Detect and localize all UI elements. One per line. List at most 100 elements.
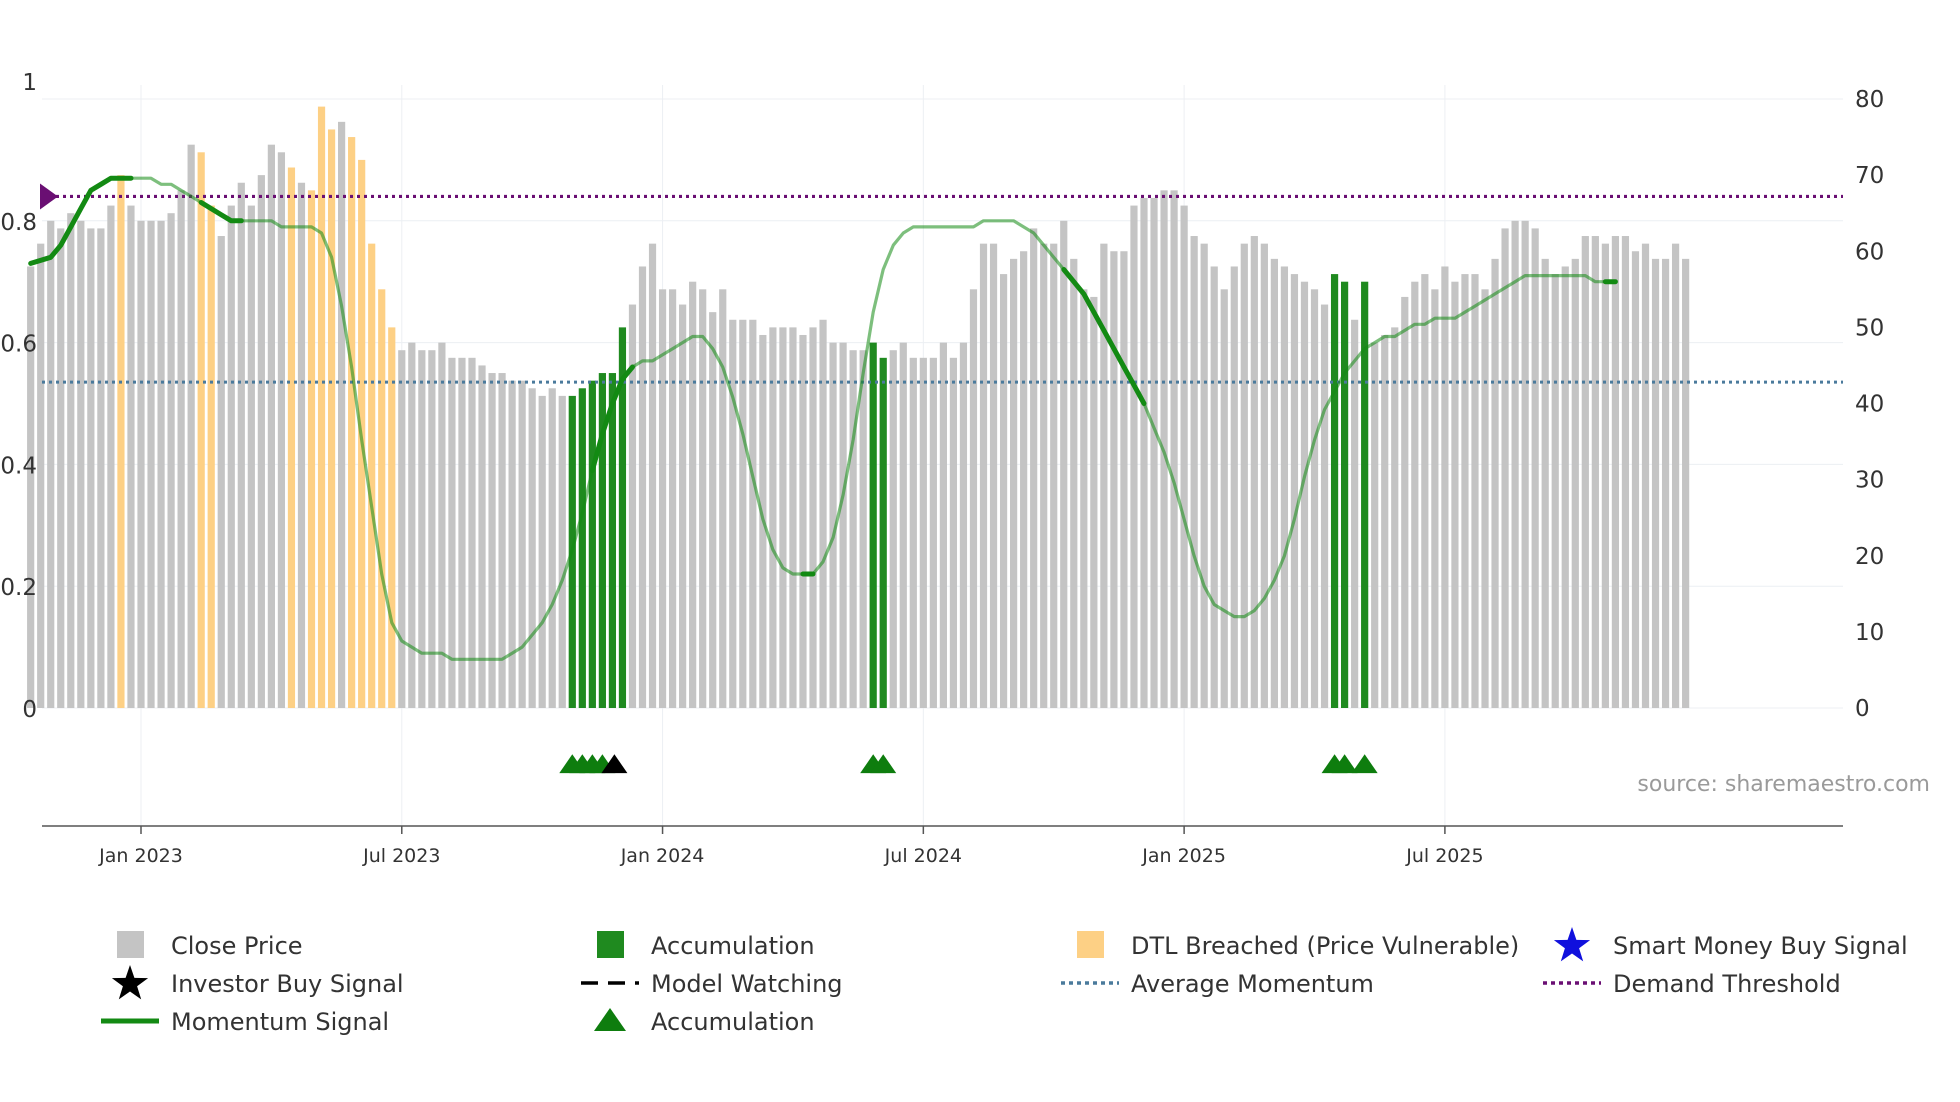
legend-item: Average Momentum xyxy=(1061,970,1374,998)
price-bar xyxy=(478,365,486,708)
price-bar xyxy=(87,228,95,708)
legend-swatch xyxy=(117,931,144,958)
price-bar xyxy=(1270,258,1278,708)
price-bar xyxy=(638,266,647,708)
price-bars xyxy=(27,106,1690,709)
price-bar xyxy=(1100,243,1108,708)
price-bar xyxy=(1682,258,1690,708)
legend-item: Momentum Signal xyxy=(101,1008,389,1036)
accumulation-triangle xyxy=(1351,754,1378,774)
legend-label: Accumulation xyxy=(651,932,815,960)
right-tick-label: 10 xyxy=(1855,620,1884,646)
right-tick-label: 20 xyxy=(1855,544,1884,570)
legend-item: DTL Breached (Price Vulnerable) xyxy=(1077,931,1519,960)
price-bar xyxy=(1391,327,1399,708)
price-bar xyxy=(438,342,446,708)
price-bar xyxy=(1581,236,1589,708)
investor-buy-triangle xyxy=(601,754,628,774)
price-bar xyxy=(1541,258,1549,708)
price-bar xyxy=(1611,236,1620,708)
left-tick-label: 1 xyxy=(22,70,37,96)
price-bar xyxy=(739,319,747,708)
price-bar xyxy=(1441,266,1449,708)
price-bar xyxy=(398,350,406,708)
price-bar xyxy=(999,274,1008,708)
right-tick-label: 30 xyxy=(1855,468,1884,494)
price-bar xyxy=(147,220,155,709)
price-bar xyxy=(1040,243,1048,708)
price-bar xyxy=(889,350,897,708)
accumulation-bar xyxy=(598,373,606,708)
price-bar xyxy=(1190,236,1198,708)
legend-label: Average Momentum xyxy=(1131,970,1374,998)
accumulation-bar xyxy=(1330,274,1339,708)
legend-triangle-icon xyxy=(594,1008,626,1031)
price-bar xyxy=(1401,296,1409,708)
reference-lines xyxy=(40,183,1843,384)
dtl-breached-bar xyxy=(307,190,316,709)
left-tick-label: 0.6 xyxy=(0,332,37,358)
price-bar xyxy=(418,350,426,708)
price-bar xyxy=(1591,236,1599,708)
dtl-breached-bar xyxy=(378,289,386,708)
price-bar xyxy=(719,289,727,708)
price-bar xyxy=(1621,236,1630,708)
price-bar xyxy=(859,350,867,708)
price-bar xyxy=(1551,274,1559,708)
price-bar xyxy=(1150,197,1158,708)
price-bar xyxy=(1300,281,1309,708)
accumulation-bar xyxy=(588,380,596,708)
legend-item: Model Watching xyxy=(581,970,843,998)
price-bar xyxy=(679,304,687,708)
price-bar xyxy=(1561,266,1569,708)
x-tick-label: Jul 2025 xyxy=(1405,845,1483,867)
price-bar xyxy=(1641,243,1650,708)
price-bar xyxy=(297,182,306,709)
price-bar xyxy=(1411,281,1419,708)
legend-swatch xyxy=(1077,931,1104,958)
price-bar xyxy=(1010,258,1018,708)
price-bar xyxy=(658,289,667,708)
price-bar xyxy=(1080,289,1088,708)
legend-label: Momentum Signal xyxy=(171,1008,389,1036)
price-bar xyxy=(1511,220,1519,709)
price-bar xyxy=(1501,228,1509,708)
price-bar xyxy=(1351,319,1359,708)
x-tick-label: Jan 2023 xyxy=(98,845,183,867)
price-bar xyxy=(257,175,265,708)
legend-label: DTL Breached (Price Vulnerable) xyxy=(1131,932,1519,960)
legend-item: Demand Threshold xyxy=(1543,970,1841,998)
price-bar xyxy=(1110,251,1118,708)
dtl-breached-bar xyxy=(368,243,376,708)
price-bar xyxy=(247,205,255,708)
left-tick-label: 0.2 xyxy=(0,575,37,601)
price-bar xyxy=(267,144,275,709)
price-bar xyxy=(498,373,506,708)
price-bar xyxy=(428,350,436,708)
price-bar xyxy=(1521,220,1529,709)
x-tick-label: Jan 2025 xyxy=(1141,845,1226,867)
price-bar xyxy=(1421,274,1429,708)
momentum-line-strong xyxy=(28,175,134,266)
accumulation-bar xyxy=(879,357,887,708)
dtl-breached-bar xyxy=(348,137,356,708)
price-bar xyxy=(919,357,927,708)
price-bar xyxy=(458,357,466,708)
price-bar xyxy=(949,357,958,708)
left-tick-label: 0.8 xyxy=(0,210,37,236)
price-bar xyxy=(47,220,55,709)
price-bar xyxy=(1571,258,1579,708)
price-bar xyxy=(27,266,35,708)
accumulation-bar xyxy=(578,388,586,708)
price-bar xyxy=(1220,289,1228,708)
price-bar xyxy=(1451,281,1459,708)
price-bar xyxy=(809,327,817,708)
x-tick-label: Jan 2024 xyxy=(620,845,705,867)
right-tick-label: 0 xyxy=(1855,696,1870,722)
legend-item: Smart Money Buy Signal xyxy=(1553,927,1908,962)
price-bar xyxy=(277,152,286,709)
price-bar xyxy=(899,342,907,708)
legend-star-icon xyxy=(111,965,149,1000)
right-tick-label: 60 xyxy=(1855,239,1884,265)
